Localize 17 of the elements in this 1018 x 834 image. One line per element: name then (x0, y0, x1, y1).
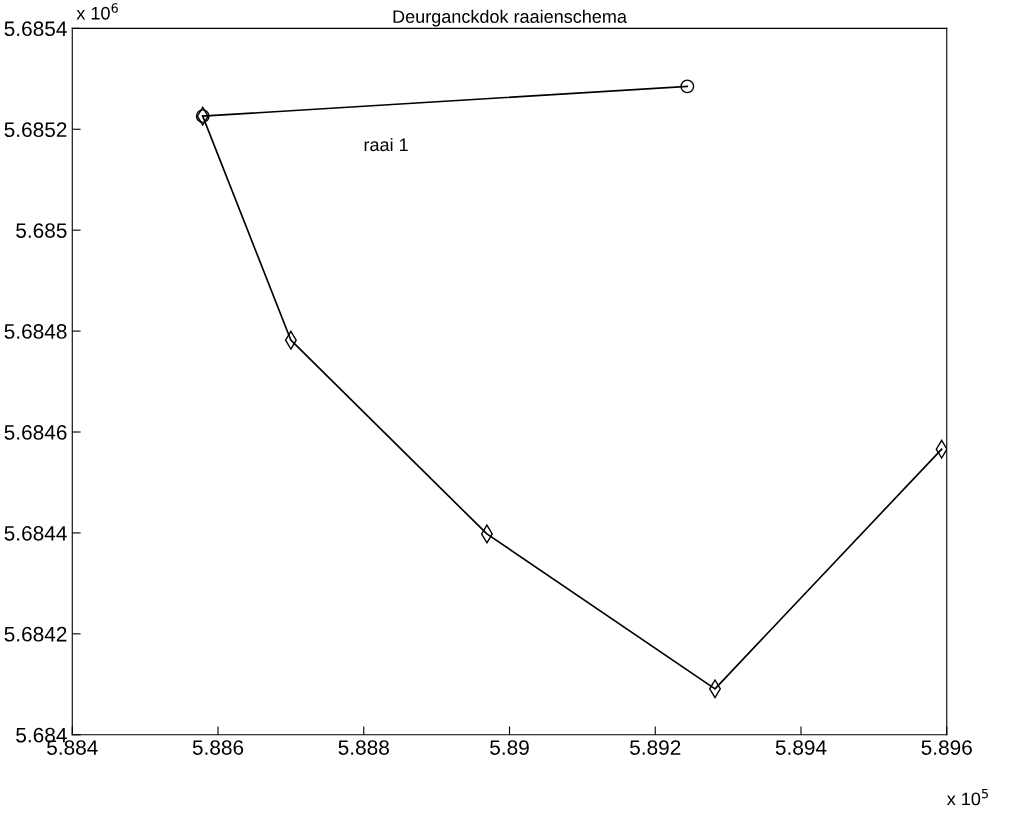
x-tick-label: 5.896 (921, 740, 972, 755)
x-tick-label: 5.886 (192, 740, 244, 755)
y-tick-label: 5.685 (16, 223, 67, 238)
x-tick-label: 5.89 (490, 740, 529, 755)
chart-title: Deurganckdok raaienschema (393, 9, 627, 27)
y-tick-label: 5.6852 (4, 122, 67, 138)
x-tick-label: 5.894 (775, 740, 827, 755)
x-tick-label: 5.888 (338, 740, 389, 755)
y-tick-label: 5.6848 (4, 324, 67, 339)
y-tick-label: 5.6844 (4, 525, 67, 541)
y-tick-label: 5.6842 (4, 626, 67, 642)
text: x 10$^{5}$ (946, 788, 988, 806)
y-tick-label: 5.6846 (4, 425, 67, 440)
x-tick-label: 5.892 (630, 740, 681, 755)
text: x 10$^{6}$ (76, 3, 118, 20)
y-tick-label: 5.6854 (4, 21, 67, 37)
annotation: raai 1 (364, 137, 408, 152)
